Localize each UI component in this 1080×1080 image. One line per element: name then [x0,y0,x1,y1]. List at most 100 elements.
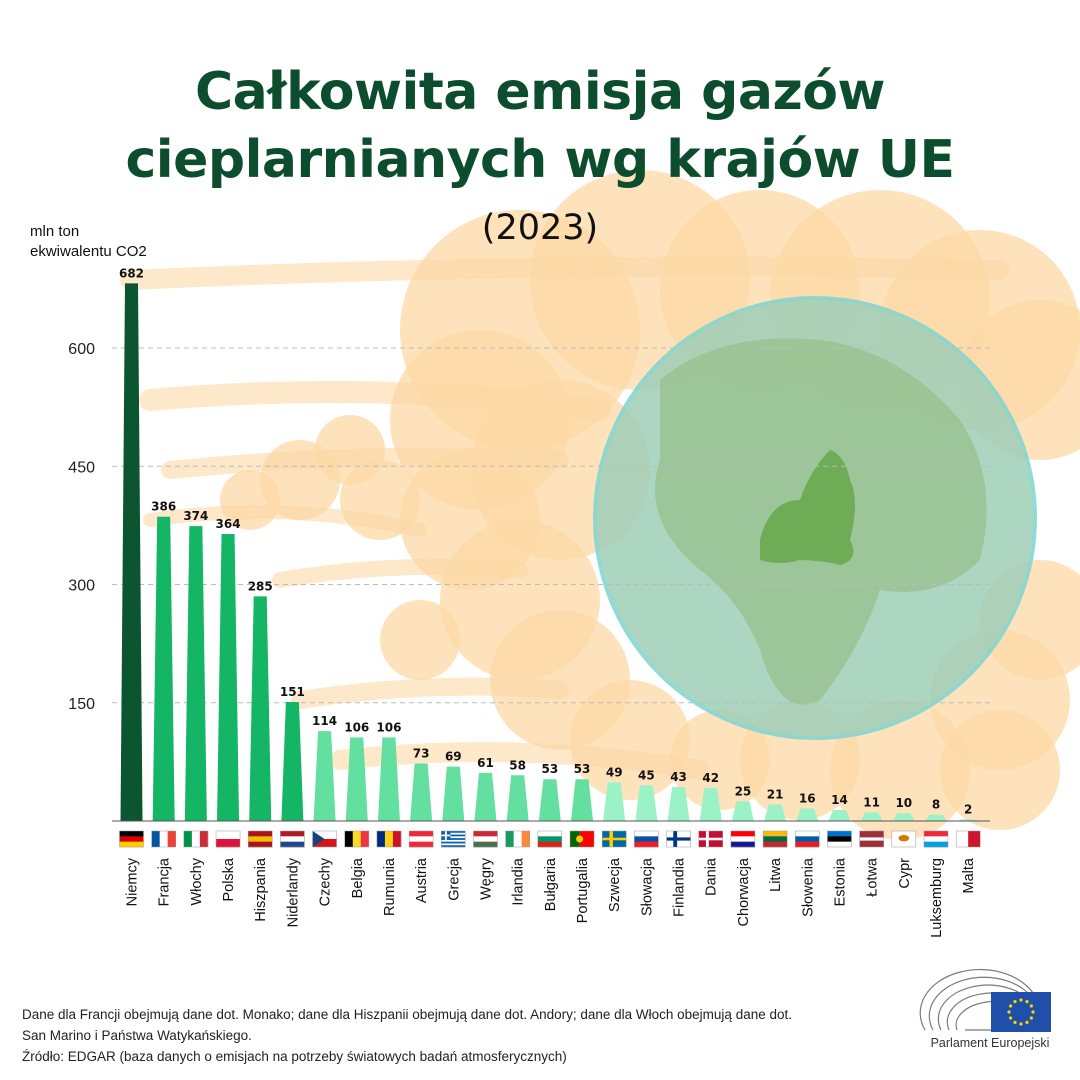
eu-star [1029,1004,1033,1008]
flag-icon [859,830,884,848]
bar [538,779,561,821]
smoke-streak [272,558,528,588]
flag-icon [441,830,466,848]
smoke-streak [143,505,427,537]
flag-icon [408,830,434,848]
y-tick-label: 150 [68,696,95,713]
value-label: 374 [183,509,208,523]
smoke-cloud [380,600,460,680]
bar [377,737,400,821]
eu-star [1029,1016,1033,1020]
bar [860,812,883,821]
bar [249,596,272,821]
value-label: 69 [445,750,462,764]
x-tick-label: Łotwa [865,857,881,897]
bar [571,779,594,821]
x-tick-label: Dania [704,857,720,896]
x-tick-label: Litwa [768,857,784,892]
bar [152,516,175,821]
value-label: 73 [413,746,430,760]
smoke-streak [120,256,1010,290]
chart-title: Całkowita emisja gazów cieplarnianych wg… [0,58,1080,194]
bars [120,283,980,821]
bar [892,813,915,821]
chart-subtitle: (2023) [481,208,599,248]
flag-icon [473,830,498,848]
flag-icon [537,830,563,848]
bar [925,814,947,821]
x-tick-label: Francja [157,857,173,906]
smoke-cloud [940,710,1060,830]
flag-icon [376,830,402,848]
smoke-cloud [830,700,970,840]
bar [506,775,529,821]
flag-icon [344,830,370,848]
x-tick-label: Słowenia [800,857,816,917]
flag-icon [119,830,144,848]
smoke-cloud [670,710,770,810]
title-line-2: cieplarnianych wg krajów UE [125,130,955,190]
bar [603,782,626,821]
bar [635,785,658,821]
eu-star [1019,1022,1023,1026]
eu-star [1009,1016,1013,1020]
flag-icon [151,830,176,848]
y-tick-label: 600 [68,341,95,358]
eu-star [1031,1010,1035,1014]
x-tick-label: Polska [221,857,237,901]
y-tick-label: 450 [68,459,95,476]
value-label: 61 [477,756,494,770]
value-label: 2 [964,802,972,816]
value-label: 53 [574,762,591,776]
x-tick-label: Belgia [350,857,366,898]
flag-icon [183,830,209,848]
flag-icon [247,830,273,848]
bar [410,763,433,821]
x-tick-label: Włochy [189,857,205,905]
flag-icon [795,830,820,848]
bar [731,801,754,821]
y-axis-label: mln ton ekwiwalentu CO2 [30,222,147,262]
eu-star [1025,1000,1029,1004]
value-label: 53 [541,762,558,776]
value-label: 151 [280,685,305,699]
flag-icon [634,830,659,848]
bar [699,787,722,821]
eu-star [1009,1004,1013,1008]
eu-star [1025,1020,1029,1024]
bar [184,526,207,821]
footnote-line-1: Dane dla Francji obejmują dane dot. Mona… [22,1007,792,1022]
value-label: 21 [767,787,784,801]
bar [217,534,240,821]
value-label: 364 [216,517,241,531]
flag-icon [827,830,852,848]
european-parliament-logo [919,968,1051,1032]
bar [345,737,368,821]
x-tick-label: Szwecja [607,857,623,912]
bar [281,701,304,821]
x-tick-label: Luksemburg [929,858,945,938]
flag-icon [280,830,305,848]
value-label: 682 [119,266,144,280]
x-tick-label: Grecja [446,857,462,901]
flag-icon [730,830,756,848]
x-tick-label: Finlandia [672,857,688,917]
x-tick-label: Austria [414,857,430,903]
value-label: 10 [895,796,912,810]
bar [313,731,336,821]
value-label: 25 [735,784,752,798]
footnote: Dane dla Francji obejmują dane dot. Mona… [22,1004,922,1067]
title-line-1: Całkowita emisja gazów [195,62,885,122]
flag-icon [955,830,981,848]
eu-star [1019,998,1023,1002]
bar [474,772,497,821]
smoke-streak [291,677,569,709]
eu-star [1013,1020,1017,1024]
europe-highlight [760,450,855,565]
value-labels: 682 386 374 364 285 151 114 106 106 73 69 61 58 53 53 4… [119,266,972,816]
x-tick-label: Słowacja [639,857,655,916]
flag-icon [666,830,691,848]
x-tick-label: Bułgaria [543,857,559,911]
x-tick-label: Niderlandy [285,857,301,927]
bar [667,787,690,821]
